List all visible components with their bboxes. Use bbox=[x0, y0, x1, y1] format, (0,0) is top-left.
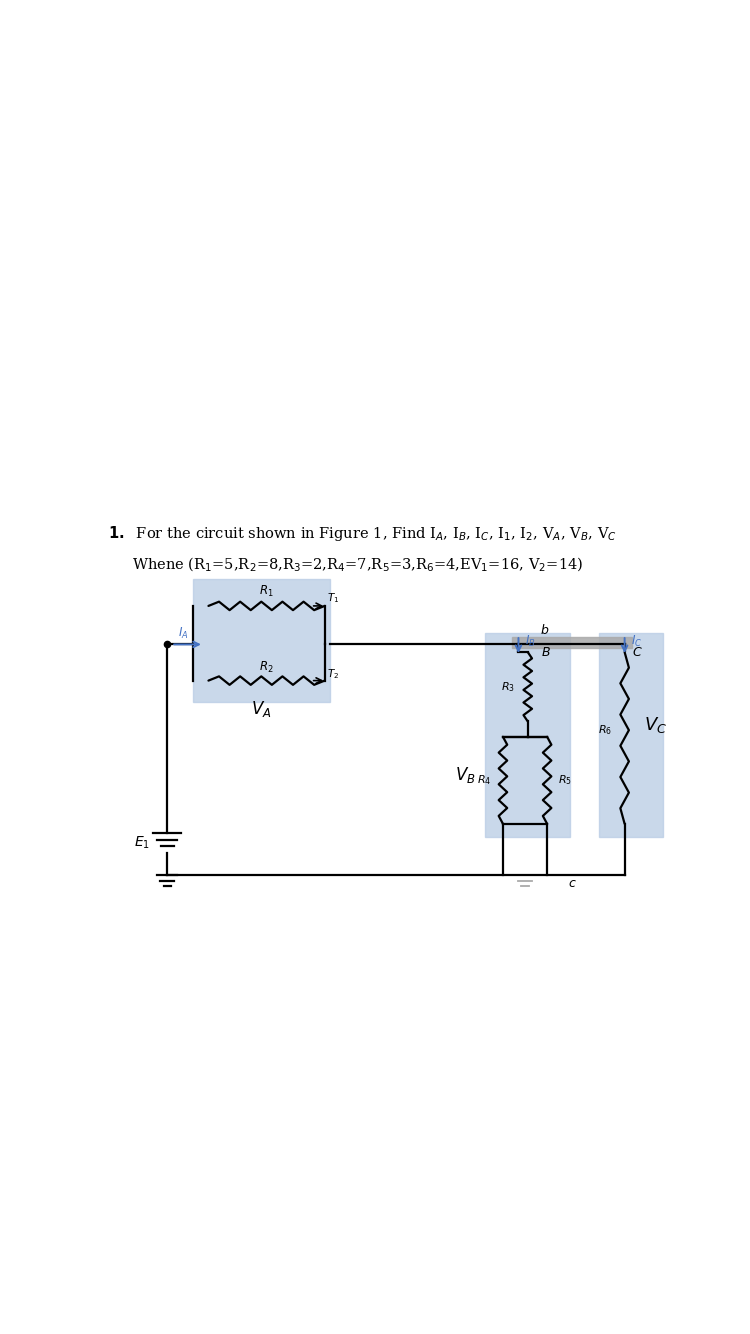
Text: C: C bbox=[633, 646, 641, 659]
Text: $E_1$: $E_1$ bbox=[134, 835, 150, 851]
Text: $R_5$: $R_5$ bbox=[558, 774, 572, 787]
Text: $\mathbf{1.}$  For the circuit shown in Figure 1, Find I$_A$, I$_B$, I$_C$, I$_1: $\mathbf{1.}$ For the circuit shown in F… bbox=[108, 523, 616, 543]
Text: $I_A$: $I_A$ bbox=[178, 626, 189, 640]
Text: $T_1$: $T_1$ bbox=[327, 591, 339, 606]
Text: $R_4$: $R_4$ bbox=[477, 774, 491, 787]
Bar bbox=[485, 632, 570, 836]
Text: $V_A$: $V_A$ bbox=[251, 699, 272, 719]
Text: $I_C$: $I_C$ bbox=[631, 634, 642, 648]
Text: $T_2$: $T_2$ bbox=[327, 667, 339, 680]
Text: $R_2$: $R_2$ bbox=[260, 659, 274, 675]
Text: $V_B$: $V_B$ bbox=[455, 766, 476, 786]
Text: $I_B$: $I_B$ bbox=[525, 634, 536, 648]
Text: b: b bbox=[540, 623, 548, 636]
Text: c: c bbox=[568, 876, 575, 890]
Text: Whene (R$_{1}$=5,R$_{2}$=8,R$_{3}$=2,R$_{4}$=7,R$_{5}$=3,R$_{6}$=4,EV$_{1}$=16, : Whene (R$_{1}$=5,R$_{2}$=8,R$_{3}$=2,R$_… bbox=[133, 556, 584, 574]
Text: $R_1$: $R_1$ bbox=[260, 584, 274, 599]
Text: $R_3$: $R_3$ bbox=[501, 680, 515, 694]
Text: B: B bbox=[542, 646, 550, 659]
Text: $R_6$: $R_6$ bbox=[598, 723, 612, 738]
Text: $V_C$: $V_C$ bbox=[644, 715, 667, 735]
Bar bbox=[193, 579, 330, 702]
Bar bbox=[599, 632, 662, 836]
Bar bbox=[512, 638, 632, 648]
